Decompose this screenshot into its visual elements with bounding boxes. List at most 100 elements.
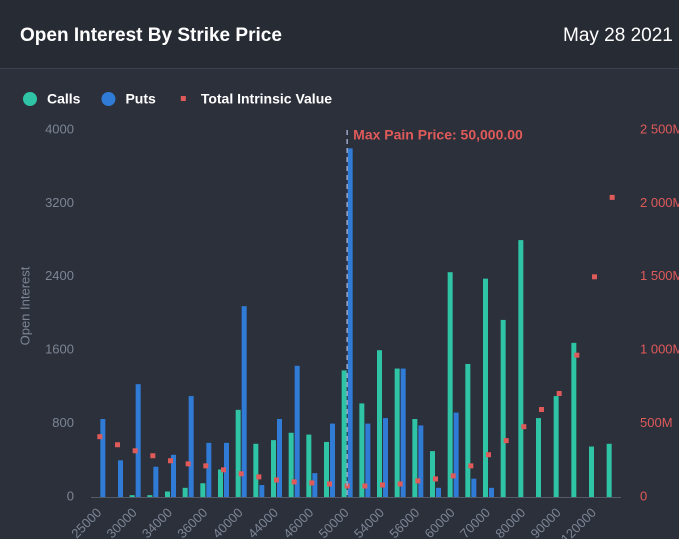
y-tick-label: 4000 <box>45 121 74 136</box>
calls-bar <box>200 483 206 497</box>
puts-bar <box>383 418 388 497</box>
puts-bar <box>259 485 265 497</box>
calls-bar <box>553 396 559 497</box>
intrinsic-point <box>486 452 491 458</box>
legend-marker <box>101 92 116 106</box>
calls-bar <box>394 368 400 497</box>
puts-bar <box>294 365 300 497</box>
intrinsic-point <box>503 438 509 444</box>
x-tick-label: 80000 <box>492 505 528 539</box>
puts-bar <box>330 423 335 497</box>
x-tick-label: 50000 <box>316 505 352 539</box>
intrinsic-point <box>97 434 103 440</box>
puts-bar <box>224 442 229 497</box>
intrinsic-point <box>150 453 156 459</box>
puts-bar <box>100 419 106 497</box>
calls-bar <box>589 446 594 497</box>
x-tick-label: 56000 <box>386 505 422 539</box>
x-tick-label: 120000 <box>558 505 599 539</box>
x-tick-label: 70000 <box>457 505 493 539</box>
intrinsic-point <box>256 474 262 480</box>
puts-bar <box>453 412 459 497</box>
intrinsic-point <box>185 461 191 467</box>
puts-bar <box>241 306 247 497</box>
calls-bar <box>324 441 329 497</box>
y2-tick-label: 2 000M <box>640 195 679 210</box>
puts-bar <box>365 423 371 497</box>
calls-bar <box>377 350 382 497</box>
puts-bar <box>436 487 441 497</box>
calls-bar <box>288 432 294 497</box>
calls-bar <box>606 443 612 497</box>
intrinsic-point <box>574 352 580 358</box>
max-pain-label: Max Pain Price: 50,000.00 <box>353 127 523 143</box>
intrinsic-point <box>132 448 138 454</box>
y2-tick-label: 500M <box>640 415 673 430</box>
intrinsic-point <box>362 483 368 489</box>
x-tick-label: 46000 <box>280 505 316 539</box>
intrinsic-point <box>592 274 597 280</box>
header <box>0 0 679 68</box>
calls-bar <box>218 469 223 497</box>
intrinsic-point <box>397 481 403 487</box>
calls-bar <box>447 272 453 497</box>
y2-tick-label: 0 <box>640 488 647 503</box>
x-tick-label: 60000 <box>422 505 458 539</box>
intrinsic-point <box>291 479 297 485</box>
calls-bar <box>182 487 188 497</box>
x-tick-label: 25000 <box>68 505 104 539</box>
intrinsic-point <box>221 467 226 473</box>
y-tick-label: 3200 <box>45 195 74 210</box>
puts-bar <box>400 368 406 497</box>
puts-bar <box>418 425 424 497</box>
puts-bar <box>489 487 494 497</box>
x-tick-label: 36000 <box>174 505 210 539</box>
legend-label: Puts <box>125 91 156 107</box>
calls-bar <box>571 342 577 497</box>
calls-bar <box>359 403 365 497</box>
puts-bar <box>153 466 159 497</box>
intrinsic-point <box>450 473 456 479</box>
y2-tick-label: 2 500M <box>640 121 679 136</box>
puts-bar <box>135 384 141 497</box>
legend-label: Total Intrinsic Value <box>201 91 332 107</box>
intrinsic-point <box>556 391 562 397</box>
puts-bar <box>118 460 123 497</box>
y-tick-label: 0 <box>67 488 74 503</box>
intrinsic-point <box>168 458 173 464</box>
intrinsic-point <box>274 477 279 483</box>
date: May 28 2021 <box>563 25 673 46</box>
y-axis-label: Open Interest <box>17 266 32 345</box>
intrinsic-point <box>115 442 120 448</box>
intrinsic-point <box>238 471 244 477</box>
legend-label: Calls <box>47 91 81 107</box>
puts-bar <box>347 148 353 497</box>
intrinsic-point <box>380 482 385 488</box>
calls-bar <box>500 319 506 497</box>
intrinsic-point <box>415 478 421 484</box>
calls-bar <box>430 451 435 497</box>
chart-title: Open Interest By Strike Price <box>20 25 282 46</box>
legend-marker <box>23 92 37 106</box>
x-tick-label: 40000 <box>210 505 246 539</box>
puts-bar <box>171 454 176 497</box>
calls-bar <box>412 419 418 497</box>
calls-bar <box>253 443 259 497</box>
intrinsic-point <box>327 481 332 487</box>
intrinsic-point <box>433 476 438 482</box>
x-tick-label: 54000 <box>351 505 387 539</box>
y-tick-label: 800 <box>52 415 74 430</box>
calls-bar <box>536 418 541 497</box>
calls-bar <box>341 370 347 497</box>
calls-bar <box>483 278 488 497</box>
intrinsic-point <box>309 480 315 486</box>
intrinsic-point <box>609 194 615 200</box>
puts-bar <box>188 396 194 497</box>
y-tick-label: 2400 <box>45 268 74 283</box>
puts-bar <box>312 473 318 497</box>
x-tick-label: 30000 <box>104 505 140 539</box>
calls-bar <box>129 495 135 497</box>
intrinsic-point <box>521 424 527 430</box>
calls-bar <box>235 409 241 497</box>
